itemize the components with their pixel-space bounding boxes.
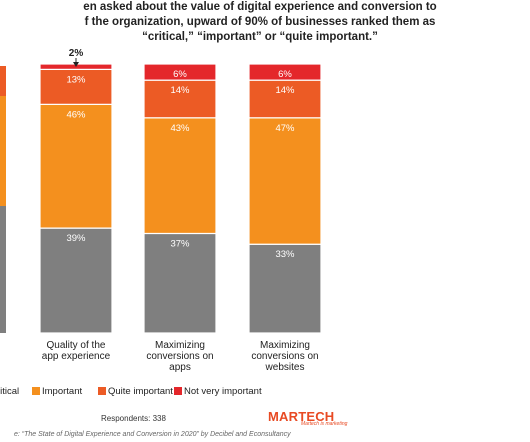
bar-segment-cropped (0, 96, 6, 206)
chart-title: en asked about the value of digital expe… (0, 0, 530, 45)
data-label: 14% (275, 85, 295, 96)
data-label: 43% (170, 123, 190, 134)
bar-segment (39, 227, 113, 334)
bar-segment (248, 63, 322, 81)
data-label: 37% (170, 238, 190, 249)
category-label: Maximizing (260, 340, 310, 351)
source-note: e: “The State of Digital Experience and … (14, 431, 291, 438)
chart-title-line: f the organization, upward of 90% of bus… (84, 16, 436, 28)
bar-segment (248, 79, 322, 119)
legend-label: ritical (0, 386, 20, 397)
category-label: Quality of the (47, 340, 106, 351)
respondents-note: Respondents: 338 (101, 414, 166, 423)
category-label: conversions on (146, 351, 213, 362)
legend-swatch (174, 387, 182, 395)
category-label: websites (265, 362, 305, 373)
legend-item-important: Important (32, 386, 82, 397)
legend-label: Not very important (184, 386, 262, 397)
callout-arrowhead (73, 62, 79, 67)
legend-swatch (98, 387, 106, 395)
category-label: conversions on (251, 351, 318, 362)
legend-swatch (32, 387, 40, 395)
data-label: 13% (66, 74, 86, 85)
data-label: 47% (275, 123, 295, 134)
martech-logo: MARTECH Martech is marketing (268, 408, 347, 427)
brand-tagline: Martech is marketing (301, 421, 348, 427)
chart-title-line: “critical,” “important” or “quite import… (142, 31, 378, 43)
bar-segment (143, 117, 217, 235)
legend-label: Quite important (108, 386, 173, 397)
data-label: 14% (170, 85, 190, 96)
data-label: 33% (275, 249, 295, 260)
category-label: app experience (42, 351, 111, 362)
category-label: apps (169, 362, 191, 373)
bar-segment (248, 117, 322, 245)
category-label: Maximizing (155, 340, 205, 351)
callout-label: 2% (69, 48, 84, 59)
legend-item-not-very-important: Not very important (174, 386, 262, 397)
data-label: 6% (173, 69, 187, 80)
legend-label: Important (42, 386, 83, 397)
chart-title-line: en asked about the value of digital expe… (83, 1, 437, 13)
bar-segment (39, 103, 113, 229)
data-label: 6% (278, 69, 292, 80)
legend-item-quite-important: Quite important (98, 386, 173, 397)
data-label: 46% (66, 109, 86, 120)
legend-item-critical: ritical (0, 386, 19, 397)
bar-segment (39, 68, 113, 105)
bar-segment (248, 243, 322, 334)
bar-segment-cropped (0, 206, 6, 333)
bar-segment-cropped (0, 66, 6, 96)
brand-name: MARTECH (268, 409, 335, 424)
bar-segment (143, 63, 217, 81)
data-label: 39% (66, 233, 86, 244)
